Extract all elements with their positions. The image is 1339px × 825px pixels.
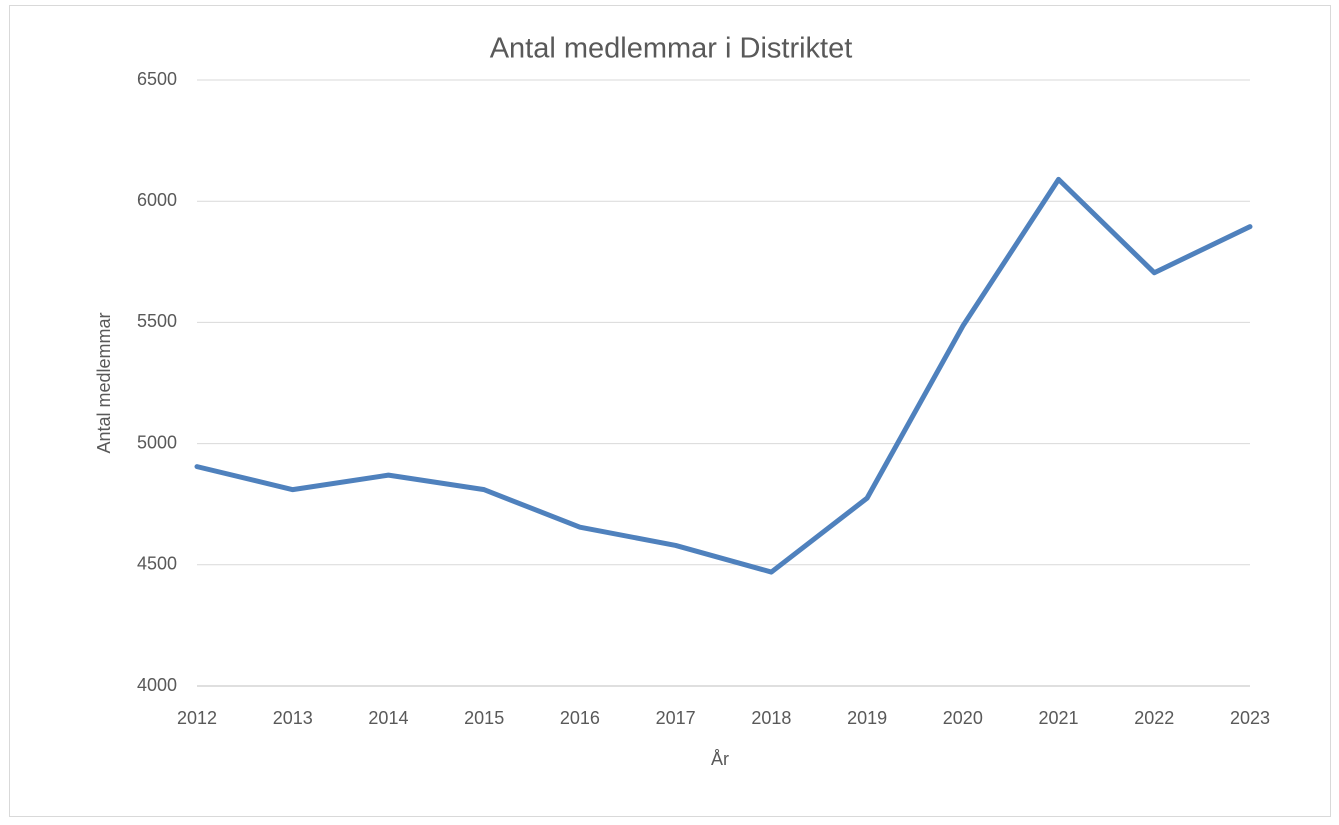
x-tick-label: 2021 [1039,708,1079,728]
y-axis-label: Antal medlemmar [94,312,114,453]
x-tick-label: 2018 [751,708,791,728]
x-tick-label: 2016 [560,708,600,728]
data-line [194,176,1253,575]
y-tick-label: 5500 [137,311,177,331]
x-tick-label: 2012 [177,708,217,728]
y-tick-label: 6000 [137,190,177,210]
x-tick-label: 2020 [943,708,983,728]
x-tick-label: 2019 [847,708,887,728]
x-tick-label: 2014 [368,708,408,728]
y-tick-label: 6500 [137,69,177,89]
y-tick-label: 4000 [137,675,177,695]
chart-title: Antal medlemmar i Distriktet [490,33,853,65]
y-tick-label: 4500 [137,554,177,574]
x-tick-label: 2023 [1230,708,1270,728]
x-tick-label: 2015 [464,708,504,728]
chart-border [9,5,1331,817]
y-tick-label: 5000 [137,432,177,452]
x-tick-label: 2013 [273,708,313,728]
x-tick-label: 2017 [656,708,696,728]
x-tick-label: 2022 [1134,708,1174,728]
x-axis-label: År [711,749,729,769]
